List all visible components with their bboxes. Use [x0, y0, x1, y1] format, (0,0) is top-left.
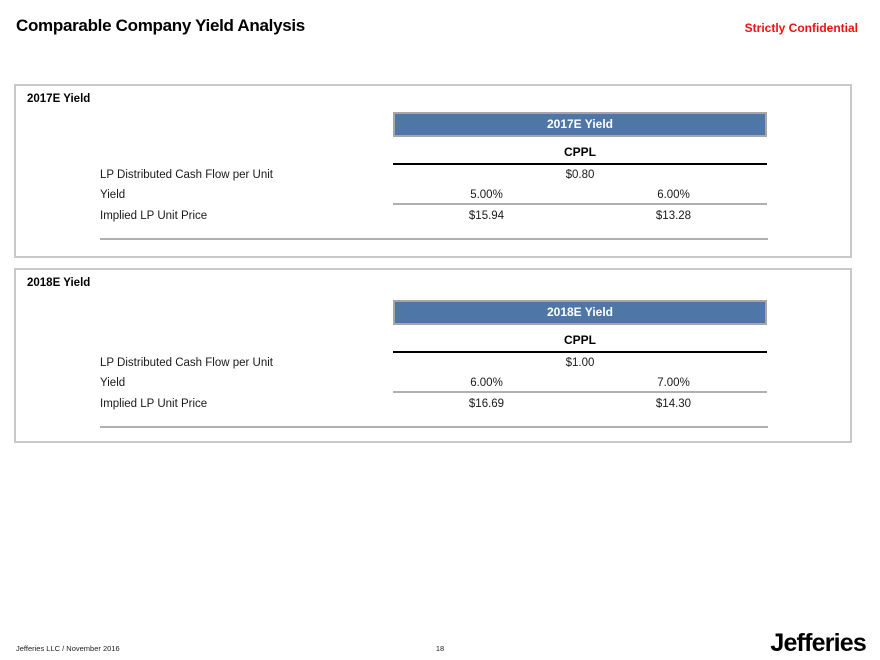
section-2018e-yield: 2018E Yield 2018E Yield CPPL LP Distribu… — [14, 268, 852, 443]
page-title: Comparable Company Yield Analysis — [16, 16, 305, 35]
row-value: 6.00% — [657, 189, 690, 201]
row-label: Yield — [100, 377, 126, 389]
confidential-label: Strictly Confidential — [744, 21, 858, 35]
jefferies-logo: Jefferies — [770, 629, 866, 657]
row-value-span: $1.00 — [565, 357, 595, 369]
row-label: Implied LP Unit Price — [100, 210, 208, 222]
table-row: LP Distributed Cash Flow per Unit $1.00 — [100, 353, 768, 373]
row-value: 6.00% — [470, 377, 503, 389]
table-title-bar: 2017E Yield — [393, 112, 767, 137]
table-row: LP Distributed Cash Flow per Unit $0.80 — [100, 165, 768, 185]
row-divider-rule — [393, 391, 767, 393]
row-label: LP Distributed Cash Flow per Unit — [100, 169, 273, 181]
yield-table-2017e: 2017E Yield CPPL LP Distributed Cash Flo… — [100, 112, 768, 244]
section-label: 2017E Yield — [27, 93, 91, 105]
table-row: Implied LP Unit Price $15.94 $13.28 — [100, 206, 768, 226]
column-group-header: CPPL — [563, 145, 596, 159]
row-label: LP Distributed Cash Flow per Unit — [100, 357, 273, 369]
row-divider-rule — [393, 203, 767, 205]
column-group-header: CPPL — [563, 333, 596, 347]
table-row: Yield 6.00% 7.00% — [100, 373, 768, 393]
table-bottom-rule — [100, 238, 768, 240]
page-number: 18 — [435, 644, 445, 653]
row-value-span: $0.80 — [565, 169, 595, 181]
row-value: $14.30 — [655, 398, 692, 410]
section-label: 2018E Yield — [27, 277, 91, 289]
row-value: 5.00% — [470, 189, 503, 201]
footer-source: Jefferies LLC / November 2016 — [16, 644, 120, 653]
header-rule — [393, 163, 767, 165]
row-label: Yield — [100, 189, 126, 201]
table-bottom-rule — [100, 426, 768, 428]
header-rule — [393, 351, 767, 353]
yield-table-2018e: 2018E Yield CPPL LP Distributed Cash Flo… — [100, 300, 768, 432]
section-2017e-yield: 2017E Yield 2017E Yield CPPL LP Distribu… — [14, 84, 852, 258]
row-value: $13.28 — [655, 210, 692, 222]
row-value: $15.94 — [468, 210, 505, 222]
row-label: Implied LP Unit Price — [100, 398, 208, 410]
row-value: $16.69 — [468, 398, 505, 410]
table-row: Implied LP Unit Price $16.69 $14.30 — [100, 394, 768, 414]
table-title-bar: 2018E Yield — [393, 300, 767, 325]
table-row: Yield 5.00% 6.00% — [100, 185, 768, 205]
row-value: 7.00% — [657, 377, 690, 389]
